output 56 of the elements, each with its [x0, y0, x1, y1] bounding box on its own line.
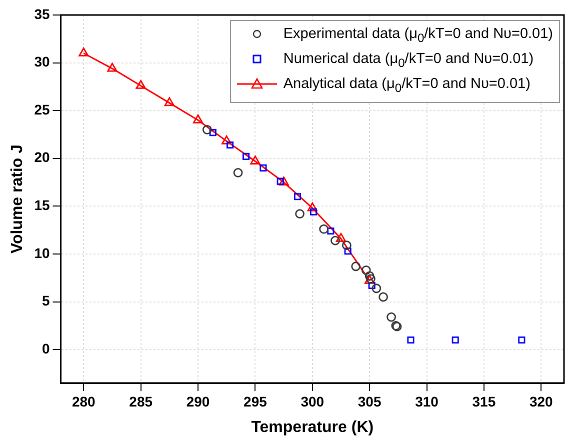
- point: [518, 336, 526, 344]
- point: [361, 266, 371, 275]
- point: [307, 202, 318, 212]
- point: [295, 209, 305, 219]
- x-tick-label: 305: [358, 393, 382, 410]
- point: [278, 176, 289, 186]
- point: [327, 227, 334, 235]
- y-tick-label: 20: [34, 149, 50, 166]
- x-tick-label: 310: [415, 393, 439, 410]
- point: [202, 125, 212, 134]
- point: [368, 282, 376, 290]
- point: [192, 114, 204, 124]
- point: [209, 129, 216, 136]
- x-tick-label: 290: [186, 393, 210, 410]
- point: [250, 156, 260, 164]
- x-tick-label: 320: [529, 393, 554, 410]
- y-tick-label: 30: [34, 54, 50, 70]
- x-tick-label: 315: [472, 393, 496, 410]
- x-tick-label: 295: [244, 393, 268, 410]
- point: [407, 336, 414, 344]
- x-axis-title: Temperature (K): [251, 418, 374, 436]
- point: [233, 168, 243, 178]
- point: [226, 141, 234, 149]
- point: [294, 193, 302, 200]
- point: [364, 271, 374, 281]
- y-axis-title: Volume ratio J: [9, 144, 26, 254]
- point: [330, 236, 340, 246]
- legend-label: Experimental data (μ$_{0}$/kT=0 and Nυ=0.01): [283, 26, 553, 45]
- x-tick-label: 285: [129, 393, 153, 410]
- point: [136, 80, 146, 89]
- y-tick-label: 35: [34, 6, 50, 22]
- point: [344, 248, 352, 255]
- legend-label: Analytical data (μ$_{0}$/kT=0 and Nυ=0.01): [283, 76, 530, 95]
- point: [452, 336, 459, 344]
- point: [310, 208, 318, 216]
- point: [222, 135, 232, 144]
- point: [164, 97, 174, 106]
- point: [319, 224, 329, 234]
- point: [242, 152, 250, 160]
- point: [386, 312, 396, 322]
- point: [336, 232, 346, 242]
- point: [78, 48, 89, 56]
- point: [351, 262, 361, 272]
- y-tick-label: 0: [42, 340, 50, 356]
- legend-label: Numerical data (μ$_{0}$/kT=0 and Nυ=0.01): [283, 50, 534, 70]
- y-tick-label: 5: [42, 292, 50, 309]
- y-tick-label: 15: [34, 197, 50, 214]
- x-tick-label: 300: [300, 393, 324, 410]
- y-tick-label: 25: [34, 101, 50, 118]
- point: [378, 292, 388, 302]
- point: [342, 240, 352, 250]
- point: [260, 164, 267, 172]
- point: [107, 62, 118, 72]
- y-tick-label: 10: [34, 244, 50, 261]
- x-tick-label: 280: [72, 393, 96, 410]
- point: [372, 284, 382, 294]
